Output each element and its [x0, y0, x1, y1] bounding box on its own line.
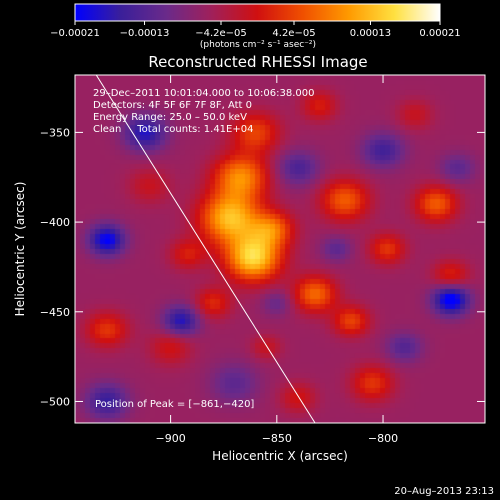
heatmap-image [75, 75, 485, 423]
colorbar-tick-label: 0.00013 [350, 28, 391, 39]
footer-timestamp: 20–Aug–2013 23:13 [394, 486, 494, 497]
colorbar-tick-label: −4.2e−05 [195, 28, 247, 39]
colorbar-tick-label: −0.00021 [50, 28, 100, 39]
y-tick-label: −500 [40, 395, 70, 408]
colorbar-tick-label: −0.00013 [120, 28, 170, 39]
chart-title: Reconstructed RHESSI Image [148, 53, 367, 71]
y-tick-label: −400 [40, 216, 70, 229]
colorbar-ticks: −0.00021 −0.00013 −4.2e−05 4.2e−05 0.00013 0.… [50, 21, 461, 39]
info-line-time: 29–Dec–2011 10:01:04.000 to 10:06:38.000 [93, 88, 314, 99]
info-line-energy: Energy Range: 25.0 – 50.0 keV [93, 112, 247, 123]
plot-area: −900 −850 −800 −350 −400 −450 −500 29–Dec–201… [40, 74, 486, 445]
info-block: 29–Dec–2011 10:01:04.000 to 10:06:38.000… [93, 88, 314, 135]
x-axis-label: Heliocentric X (arcsec) [212, 449, 348, 463]
y-tick-label: −350 [40, 126, 70, 139]
x-axis-ticks: −900 −850 −800 [155, 75, 398, 445]
info-line-detectors: Detectors: 4F 5F 6F 7F 8F, Att 0 [93, 100, 252, 111]
y-tick-label: −450 [40, 306, 70, 319]
plot-frame [74, 74, 486, 424]
x-tick-label: −850 [262, 432, 292, 445]
colorbar-label: (photons cm⁻² s⁻¹ asec⁻²) [200, 40, 316, 50]
peak-position-label: Position of Peak = [−861,−420] [95, 399, 254, 410]
colorbar-gradient [74, 3, 441, 22]
colorbar-tick-label: 0.00021 [419, 28, 460, 39]
y-axis-label: Heliocentric Y (arcsec) [13, 182, 27, 317]
y-axis-ticks: −350 −400 −450 −500 [40, 126, 485, 408]
x-tick-label: −800 [368, 432, 398, 445]
solar-limb-line [95, 75, 316, 423]
colorbar: −0.00021 −0.00013 −4.2e−05 4.2e−05 0.00013 0.… [50, 3, 461, 50]
x-tick-label: −900 [155, 432, 185, 445]
colorbar-tick-label: 4.2e−05 [272, 28, 315, 39]
info-line-clean: Clean Total counts: 1.41E+04 [93, 124, 253, 135]
